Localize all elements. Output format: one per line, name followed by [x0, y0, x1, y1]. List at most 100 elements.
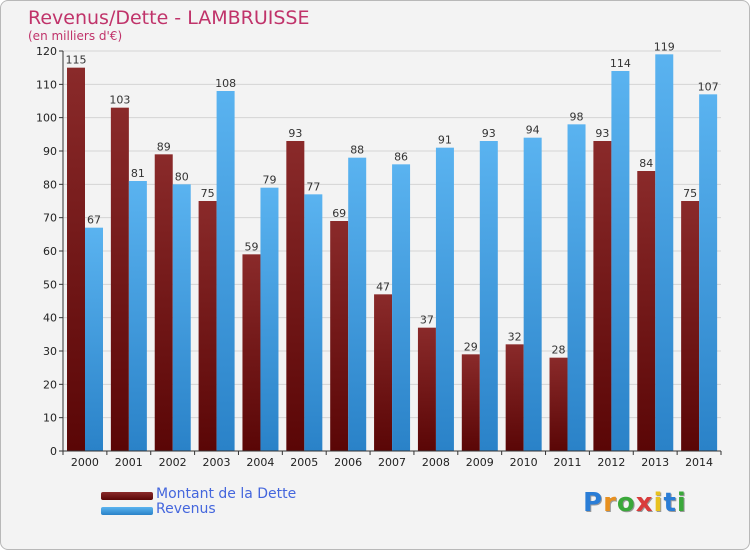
legend-label-revenue: Revenus	[156, 501, 216, 517]
chart-title: Revenus/Dette - LAMBRUISSE	[28, 7, 310, 29]
data-label-debt: 59	[244, 240, 258, 253]
x-tick-label: 2006	[334, 456, 362, 469]
logo-letter: r	[603, 488, 617, 518]
data-label-revenue: 86	[394, 150, 408, 163]
data-label-revenue: 93	[482, 127, 496, 140]
y-tick-label: 50	[43, 278, 57, 291]
x-tick-label: 2011	[553, 456, 581, 469]
data-label-debt: 69	[332, 207, 346, 220]
y-tick-label: 90	[43, 145, 57, 158]
data-label-debt: 103	[109, 94, 130, 107]
bar-revenue	[523, 137, 542, 451]
data-label-revenue: 80	[175, 170, 189, 183]
bar-debt	[681, 201, 700, 451]
data-label-revenue: 67	[87, 214, 101, 227]
bar-debt	[505, 344, 524, 451]
x-tick-label: 2004	[246, 456, 274, 469]
x-tick-label: 2013	[641, 456, 669, 469]
logo-letter: i	[653, 488, 664, 518]
legend-label-debt: Montant de la Dette	[156, 486, 297, 502]
data-label-revenue: 91	[438, 134, 452, 147]
logo-letter: P	[583, 488, 604, 518]
bar-debt	[154, 154, 173, 452]
bar-revenue	[348, 157, 367, 451]
data-labels: 115 67 103 81 89 80 75 108 59 79 93 77 69 88 47 86 37 91 2…	[66, 40, 719, 356]
bar-debt	[417, 327, 436, 451]
bar-debt	[286, 141, 305, 451]
legend-swatch-debt	[101, 492, 153, 500]
x-tick-label: 2007	[378, 456, 406, 469]
bar-revenue	[567, 124, 586, 451]
data-label-debt: 29	[464, 340, 478, 353]
bar-revenue	[479, 141, 498, 451]
x-tick-label: 2002	[159, 456, 187, 469]
data-label-debt: 93	[288, 127, 302, 140]
bar-debt	[549, 357, 568, 451]
data-label-revenue: 79	[262, 174, 276, 187]
bar-revenue	[655, 54, 674, 451]
data-label-revenue: 98	[570, 110, 584, 123]
data-label-debt: 93	[595, 127, 609, 140]
bar-debt	[67, 67, 85, 452]
x-tick-label: 2008	[422, 456, 450, 469]
logo-letter: i	[676, 488, 687, 518]
bar-revenue	[128, 181, 147, 451]
data-label-debt: 75	[683, 187, 697, 200]
logo-letter: o	[616, 488, 636, 518]
bar-debt	[637, 171, 656, 451]
x-tick-label: 2010	[510, 456, 538, 469]
data-label-revenue: 94	[526, 124, 540, 137]
y-tick-label: 60	[43, 245, 57, 258]
data-label-debt: 32	[508, 330, 522, 343]
bar-debt	[198, 201, 217, 451]
bar-revenue	[699, 94, 718, 451]
bar-debt	[593, 141, 612, 451]
data-label-revenue: 107	[698, 80, 719, 93]
bar-debt	[374, 294, 393, 451]
x-tick-label: 2012	[597, 456, 625, 469]
y-tick-label: 20	[43, 378, 57, 391]
data-label-debt: 89	[157, 140, 171, 153]
proxiti-logo: Proxiti	[583, 488, 687, 518]
data-label-debt: 47	[376, 280, 390, 293]
x-tick-label: 2005	[290, 456, 318, 469]
data-label-debt: 28	[552, 344, 566, 357]
bars	[67, 54, 718, 452]
legend-swatch-revenue	[101, 507, 153, 515]
bar-debt	[330, 221, 349, 451]
bar-revenue	[611, 71, 630, 451]
data-label-debt: 75	[201, 187, 215, 200]
y-tick-label: 10	[43, 412, 57, 425]
x-tick-label: 2001	[115, 456, 143, 469]
bar-revenue	[85, 227, 103, 451]
y-tick-label: 40	[43, 312, 57, 325]
data-label-revenue: 114	[610, 57, 631, 70]
data-label-debt: 84	[639, 157, 653, 170]
axes: 0 10 20 30 40 50 60 70 80 90 100 110 120 2000 2001 2002…	[36, 45, 722, 469]
x-tick-label: 2014	[685, 456, 713, 469]
y-tick-label: 120	[36, 45, 57, 58]
y-tick-label: 30	[43, 345, 57, 358]
bar-debt	[110, 107, 129, 452]
bar-revenue	[172, 184, 191, 452]
x-tick-label: 2009	[466, 456, 494, 469]
logo-letter: t	[663, 488, 677, 518]
data-label-debt: 115	[66, 54, 87, 67]
bar-revenue	[435, 147, 454, 451]
y-tick-label: 80	[43, 178, 57, 191]
data-label-revenue: 119	[654, 40, 675, 53]
y-tick-label: 110	[36, 78, 57, 91]
bar-revenue	[304, 194, 323, 452]
y-tick-label: 70	[43, 212, 57, 225]
data-label-revenue: 77	[306, 180, 320, 193]
y-tick-label: 100	[36, 112, 57, 125]
bar-revenue	[392, 164, 411, 452]
x-tick-label: 2000	[71, 456, 99, 469]
data-label-debt: 37	[420, 314, 434, 327]
bar-debt	[461, 354, 480, 451]
bar-revenue	[216, 91, 235, 451]
data-label-revenue: 108	[215, 77, 236, 90]
y-tick-label: 0	[50, 445, 57, 458]
